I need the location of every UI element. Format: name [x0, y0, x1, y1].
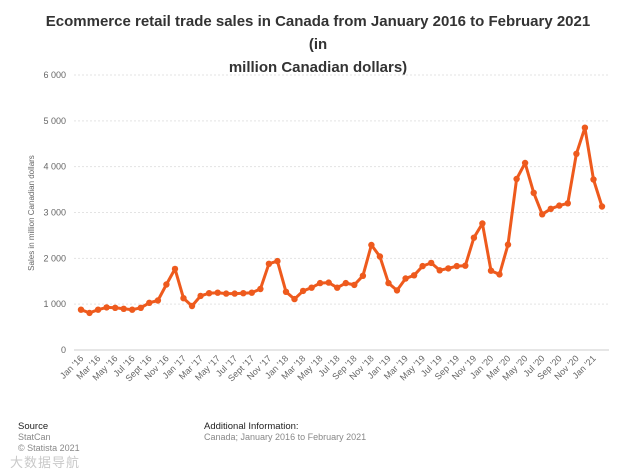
source-name[interactable]: StatCan — [18, 432, 51, 442]
y-tick-label: 4 000 — [43, 162, 66, 172]
copyright-text: © Statista 2021 — [18, 443, 80, 453]
data-point[interactable] — [521, 159, 529, 167]
y-tick-label: 6 000 — [43, 70, 66, 80]
data-point[interactable] — [112, 304, 119, 311]
data-point[interactable] — [564, 200, 571, 207]
series-line[interactable] — [79, 126, 604, 315]
data-point[interactable] — [103, 304, 110, 311]
data-point[interactable] — [334, 284, 341, 291]
data-point[interactable] — [86, 309, 93, 317]
y-tick-label: 5 000 — [43, 116, 66, 126]
data-point[interactable] — [359, 272, 367, 279]
data-point[interactable] — [513, 175, 520, 183]
y-tick-label: 2 000 — [43, 253, 66, 263]
y-axis: 0 1 000 2 000 3 000 4 000 5 000 6 000 — [43, 70, 66, 355]
data-point[interactable] — [402, 275, 409, 282]
chart-title-line-1: Ecommerce retail trade sales in Canada f… — [45, 13, 591, 53]
data-point[interactable] — [240, 290, 247, 297]
data-point[interactable] — [154, 297, 162, 304]
data-point[interactable] — [368, 241, 375, 249]
y-axis-label: Sales in million Canadian dollars — [27, 155, 36, 271]
data-point[interactable] — [376, 253, 384, 260]
data-point[interactable] — [487, 267, 495, 274]
data-point[interactable] — [77, 306, 85, 313]
data-point[interactable] — [504, 241, 512, 248]
data-point[interactable] — [205, 290, 213, 297]
data-point[interactable] — [393, 287, 401, 294]
data-point[interactable] — [291, 295, 298, 303]
data-point[interactable] — [539, 211, 546, 218]
y-tick-label: 1 000 — [43, 299, 66, 309]
data-point[interactable] — [171, 265, 179, 273]
additional-info-block: Additional Information: Canada; January … — [204, 421, 366, 443]
data-point[interactable] — [137, 304, 144, 311]
data-point[interactable] — [581, 124, 589, 131]
data-point[interactable] — [163, 281, 170, 288]
additional-info-heading: Additional Information: — [204, 421, 299, 432]
data-point[interactable] — [316, 279, 324, 287]
data-point[interactable] — [556, 202, 563, 209]
data-point[interactable] — [573, 150, 580, 157]
data-point[interactable] — [257, 285, 264, 293]
data-point[interactable] — [231, 290, 238, 297]
grid-lines — [74, 74, 609, 351]
data-point[interactable] — [436, 267, 443, 274]
data-point[interactable] — [197, 292, 204, 300]
source-block: Source StatCan © Statista 2021 — [18, 421, 80, 454]
data-point[interactable] — [530, 189, 537, 196]
y-tick-label: 3 000 — [43, 208, 66, 218]
data-point[interactable] — [308, 284, 315, 291]
data-point[interactable] — [180, 295, 187, 302]
source-heading: Source — [18, 421, 49, 432]
data-point[interactable] — [428, 259, 435, 267]
data-point[interactable] — [94, 306, 102, 313]
data-point[interactable] — [590, 176, 597, 183]
data-point[interactable] — [547, 205, 554, 212]
data-point[interactable] — [453, 262, 460, 270]
data-point[interactable] — [214, 289, 221, 296]
data-points — [77, 124, 606, 317]
data-point[interactable] — [385, 279, 392, 287]
data-point[interactable] — [445, 265, 452, 272]
data-point[interactable] — [223, 290, 230, 297]
data-point[interactable] — [496, 271, 503, 278]
data-point[interactable] — [188, 302, 196, 310]
data-point[interactable] — [351, 281, 358, 289]
y-tick-label: 0 — [61, 345, 66, 355]
data-point[interactable] — [410, 272, 418, 279]
data-point[interactable] — [342, 279, 349, 287]
chart-title: Ecommerce retail trade sales in Canada f… — [40, 10, 596, 79]
data-point[interactable] — [129, 306, 136, 313]
data-point[interactable] — [470, 234, 478, 241]
data-point[interactable] — [598, 203, 606, 210]
data-point[interactable] — [274, 257, 281, 265]
data-point[interactable] — [299, 287, 307, 295]
watermark: 大数据导航 — [10, 455, 81, 470]
data-point[interactable] — [479, 220, 486, 227]
chart-title-line-2: million Canadian dollars) — [228, 59, 408, 76]
data-point[interactable] — [120, 305, 127, 312]
data-point[interactable] — [282, 288, 290, 295]
line-chart: 0 1 000 2 000 3 000 4 000 5 000 6 000 Jan '16M… — [27, 70, 609, 384]
data-point[interactable] — [146, 299, 153, 306]
data-point[interactable] — [248, 289, 255, 296]
additional-info-text: Canada; January 2016 to February 2021 — [204, 432, 367, 442]
data-point[interactable] — [265, 260, 273, 267]
data-point[interactable] — [325, 279, 332, 286]
data-point[interactable] — [419, 262, 426, 270]
data-point[interactable] — [462, 262, 469, 269]
